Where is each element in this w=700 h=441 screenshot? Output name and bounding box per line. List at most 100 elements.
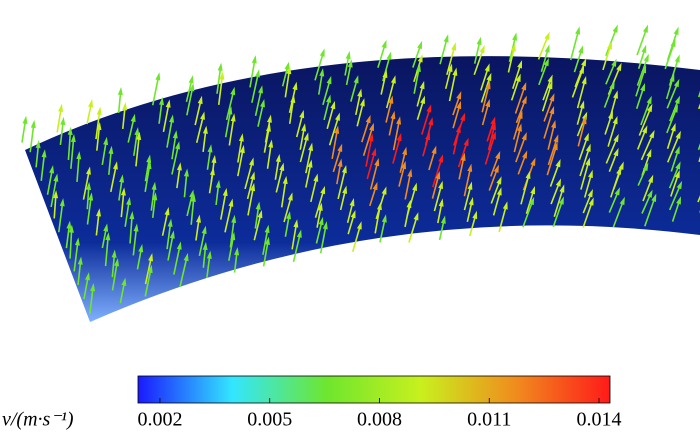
arrow-head: [335, 112, 340, 121]
arrow-head: [155, 72, 161, 81]
arrow-head: [376, 201, 382, 211]
arrow-head: [257, 209, 263, 219]
arrow-head: [587, 188, 593, 198]
arrow-head: [313, 173, 319, 182]
vector-arrow: [432, 156, 443, 188]
arrow-head: [396, 116, 402, 125]
arrow-head: [318, 216, 324, 226]
arrow-head: [49, 165, 55, 174]
arrow-head: [164, 207, 170, 216]
arrow-head: [159, 96, 164, 106]
vector-arrow: [392, 119, 401, 151]
arrow-head: [496, 187, 502, 196]
arrow-head: [369, 122, 374, 132]
arrow-head: [525, 170, 531, 179]
arrow-head: [60, 116, 66, 126]
arrow-head: [96, 121, 102, 131]
arrow-head: [486, 72, 492, 82]
arrow-head: [669, 73, 675, 82]
arrow-head: [495, 150, 501, 160]
arrow-head: [641, 44, 647, 54]
vector-arrow: [553, 187, 565, 217]
vector-arrow: [151, 74, 160, 106]
arrow-head: [330, 100, 336, 110]
arrow-head: [130, 113, 136, 123]
arrow-head: [148, 253, 153, 262]
arrow-head: [260, 99, 265, 108]
arrow-head: [412, 182, 417, 191]
arrow-head: [456, 100, 462, 110]
arrow-head: [472, 210, 478, 220]
vector-arrow: [605, 26, 618, 57]
arrow-head: [286, 211, 292, 220]
arrow-head: [66, 220, 72, 229]
arrow-head: [227, 106, 233, 115]
arrow-head: [211, 154, 217, 164]
arrow-head: [544, 31, 550, 40]
arrow-head: [585, 157, 591, 166]
arrow-head: [674, 54, 680, 63]
vector-arrow: [576, 78, 587, 109]
arrow-head: [265, 123, 271, 132]
vector-arrow: [314, 188, 325, 219]
vector-arrow: [179, 255, 188, 287]
arrow-head: [251, 55, 257, 64]
arrow-head: [607, 41, 612, 50]
arrow-head: [53, 173, 59, 182]
arrow-head: [68, 224, 74, 233]
arrow-head: [643, 53, 649, 63]
arrow-head: [96, 106, 102, 115]
arrow-head: [512, 32, 518, 41]
arrow-head: [612, 24, 618, 33]
vector-arrow: [520, 173, 531, 205]
vector-arrow: [446, 44, 456, 75]
arrow-head: [382, 69, 388, 79]
arrow-head: [515, 73, 521, 83]
arrow-head: [558, 196, 564, 205]
arrow-head: [250, 182, 256, 192]
arrow-head: [268, 139, 274, 148]
arrow-head: [608, 110, 613, 120]
arrow-head: [58, 103, 64, 113]
arrow-head: [611, 58, 617, 67]
arrow-head: [342, 185, 348, 194]
vector-arrow: [50, 176, 58, 208]
arrow-head: [581, 76, 587, 85]
arrow-head: [175, 141, 180, 150]
colorbar-tick-label: 0.014: [577, 409, 622, 431]
arrow-head: [286, 65, 292, 75]
arrow-head: [426, 104, 432, 113]
arrow-head: [290, 94, 296, 104]
colorbar-tick-label: 0.005: [247, 409, 292, 431]
arrow-head: [491, 121, 496, 131]
vector-arrow: [57, 200, 64, 233]
arrow-head: [619, 196, 625, 206]
arrow-head: [353, 75, 359, 84]
vector-arrow: [162, 102, 170, 132]
arrow-head: [86, 166, 91, 175]
vector-arrow: [365, 136, 373, 167]
arrow-head: [549, 105, 555, 115]
arrow-head: [189, 83, 195, 92]
arrow-head: [674, 145, 680, 155]
arrow-head: [521, 132, 527, 141]
arrow-head: [222, 187, 228, 197]
arrow-head: [146, 154, 152, 163]
vector-arrow: [217, 74, 224, 105]
arrow-head: [491, 131, 496, 140]
arrow-head: [642, 125, 648, 134]
arrow-head: [588, 169, 593, 179]
arrow-head: [76, 151, 82, 160]
arrow-head: [249, 157, 254, 166]
vector-arrow: [104, 235, 110, 267]
arrow-head: [59, 198, 65, 207]
arrow-head: [183, 252, 189, 262]
vector-arrow: [362, 125, 374, 156]
arrow-head: [484, 63, 490, 72]
vector-arrow: [70, 136, 75, 169]
arrow-head: [674, 95, 681, 104]
arrow-head: [317, 202, 323, 211]
vector-arrow: [135, 134, 141, 167]
arrow-head: [452, 67, 458, 76]
arrow-head: [293, 219, 299, 228]
